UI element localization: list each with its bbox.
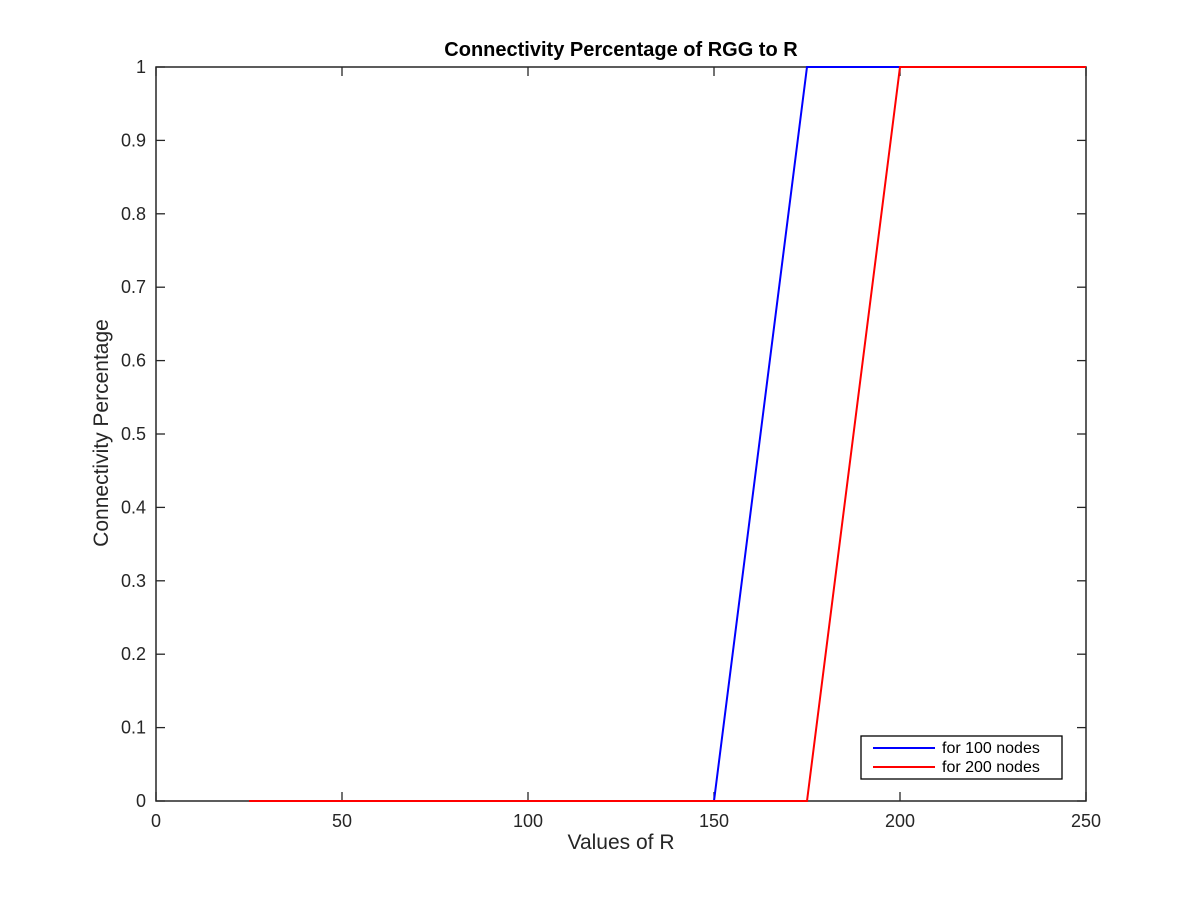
x-tick-label: 0 [151,811,161,831]
legend-label-1: for 100 nodes [942,740,1040,757]
y-tick-label: 1 [136,57,146,77]
x-tick-label: 200 [885,811,915,831]
y-tick-label: 0 [136,791,146,811]
x-tick-label: 100 [513,811,543,831]
x-axis-label: Values of R [568,831,675,854]
axis-ticks: 0 50 100 150 200 250 0 0.1 0.2 0.3 0.4 0.5 0.6 0.7 0.8… [121,57,1101,831]
y-tick-label: 0.9 [121,130,146,150]
y-tick-label: 0.3 [121,571,146,591]
series-line-2 [249,66,1086,802]
y-tick-label: 0.6 [121,351,146,371]
legend-box [860,735,1063,780]
series-layer [249,66,1086,802]
y-tick-label: 0.1 [121,718,146,738]
x-tick-label: 250 [1071,811,1101,831]
legend-label-2: for 200 nodes [942,759,1040,776]
y-tick-label: 0.4 [121,497,146,517]
y-tick-label: 0.2 [121,644,146,664]
axes-box [155,66,1087,802]
x-tick-label: 150 [699,811,729,831]
plot-area [156,67,1086,801]
y-tick-label: 0.5 [121,424,146,444]
y-tick-label: 0.8 [121,204,146,224]
legend: for 100 nodes for 200 nodes [860,735,1063,780]
x-tick-label: 50 [332,811,352,831]
chart-title: Connectivity Percentage of RGG to R [444,39,798,61]
y-axis-label: Connectivity Percentage [90,319,113,547]
y-tick-label: 0.7 [121,277,146,297]
